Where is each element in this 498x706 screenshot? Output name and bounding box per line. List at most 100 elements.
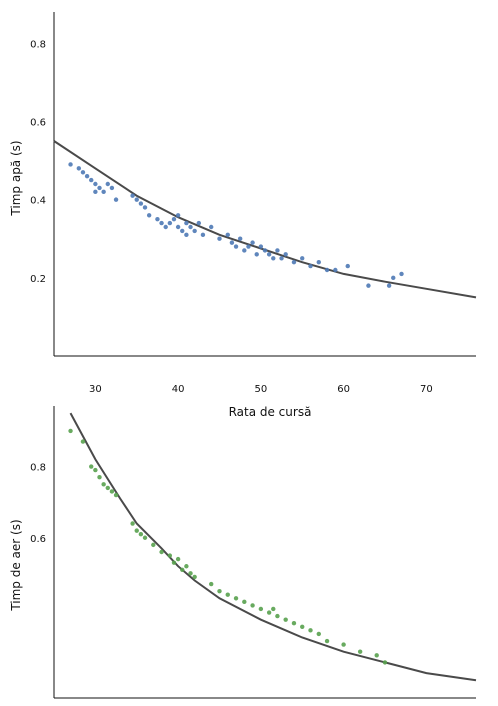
data-point — [366, 283, 371, 288]
data-point — [184, 220, 189, 226]
data-point — [266, 610, 272, 615]
data-point — [130, 193, 135, 198]
data-point — [324, 267, 330, 273]
data-point — [258, 606, 264, 612]
top-ticks: 0.2 0.4 0.6 0.8 30 40 50 60 70 — [30, 39, 433, 395]
data-point — [113, 197, 119, 202]
data-point — [68, 162, 73, 167]
data-point — [188, 224, 193, 230]
data-point — [109, 489, 115, 494]
data-point — [84, 173, 90, 179]
data-point — [250, 603, 255, 608]
data-point — [271, 606, 276, 612]
x-tick-label: 40 — [172, 384, 185, 395]
data-point — [316, 631, 321, 637]
data-point — [258, 244, 264, 249]
data-point — [146, 213, 152, 218]
bottom-y-axis-label: Timp de aer (s) — [9, 519, 23, 611]
data-point — [196, 220, 202, 226]
data-point — [345, 263, 350, 269]
data-point — [357, 649, 363, 654]
data-point — [109, 185, 115, 191]
y-tick-label: 0.6 — [30, 534, 46, 545]
data-point — [291, 621, 297, 626]
data-point — [180, 228, 185, 234]
data-point — [142, 205, 148, 210]
data-point — [89, 177, 94, 183]
data-point — [291, 259, 297, 265]
air-time-chart: Timp de aer (s) 0.6 0.8 — [9, 406, 477, 699]
data-point — [308, 628, 313, 633]
data-point — [391, 275, 396, 281]
top-points — [68, 162, 404, 288]
data-point — [246, 244, 251, 249]
y-tick-label: 0.8 — [30, 463, 46, 474]
data-point — [138, 531, 144, 537]
data-point — [374, 653, 379, 658]
data-point — [341, 642, 346, 647]
data-point — [316, 259, 321, 265]
x-tick-label: 50 — [254, 384, 267, 395]
data-point — [200, 232, 206, 238]
x-tick-label: 70 — [420, 384, 433, 395]
data-point — [105, 485, 110, 491]
y-tick-label: 0.6 — [30, 117, 46, 128]
data-point — [242, 248, 247, 253]
data-point — [279, 256, 284, 261]
data-point — [151, 542, 156, 548]
data-point — [283, 617, 288, 622]
data-point — [80, 439, 86, 444]
data-point — [97, 475, 102, 480]
water-time-chart: Timp apă (s) Rata de cursă 0.2 0.4 0.6 0.8 3… — [9, 12, 477, 419]
x-axis-label: Rata de cursă — [229, 405, 312, 419]
data-point — [188, 571, 193, 576]
data-point — [242, 599, 247, 605]
bottom-points — [68, 428, 388, 665]
data-point — [155, 216, 160, 222]
data-point — [399, 271, 404, 277]
data-point — [225, 592, 230, 597]
data-point — [254, 252, 259, 257]
data-point — [184, 564, 189, 569]
top-fit-curve — [53, 140, 477, 299]
data-point — [68, 428, 73, 434]
data-point — [93, 467, 98, 473]
data-point — [89, 464, 94, 469]
data-point — [105, 181, 110, 187]
data-point — [233, 596, 239, 601]
data-point — [171, 560, 177, 565]
y-tick-label: 0.8 — [30, 39, 46, 50]
data-point — [324, 638, 330, 644]
data-point — [167, 553, 173, 558]
data-point — [175, 556, 181, 562]
data-point — [138, 201, 144, 206]
data-point — [101, 189, 106, 195]
data-point — [97, 185, 102, 191]
data-point — [382, 660, 388, 665]
data-point — [76, 166, 82, 171]
data-point — [262, 248, 268, 253]
data-point — [283, 252, 288, 257]
y-tick-label: 0.2 — [30, 274, 46, 285]
data-point — [159, 549, 164, 555]
data-point — [275, 248, 280, 253]
data-point — [93, 181, 98, 187]
x-tick-label: 60 — [337, 384, 350, 395]
data-point — [192, 228, 197, 234]
data-point — [271, 256, 276, 261]
y-tick-label: 0.4 — [30, 196, 46, 207]
data-point — [180, 567, 185, 573]
data-point — [266, 252, 272, 257]
bottom-fit-curve — [69, 412, 477, 682]
top-y-axis-label: Timp apă (s) — [9, 140, 23, 216]
data-point — [130, 521, 135, 526]
data-point — [167, 220, 173, 226]
data-point — [134, 528, 139, 533]
data-point — [93, 189, 98, 195]
data-point — [159, 220, 164, 226]
data-point — [300, 624, 305, 629]
data-point — [229, 240, 235, 245]
data-point — [209, 581, 214, 587]
data-point — [175, 213, 181, 218]
